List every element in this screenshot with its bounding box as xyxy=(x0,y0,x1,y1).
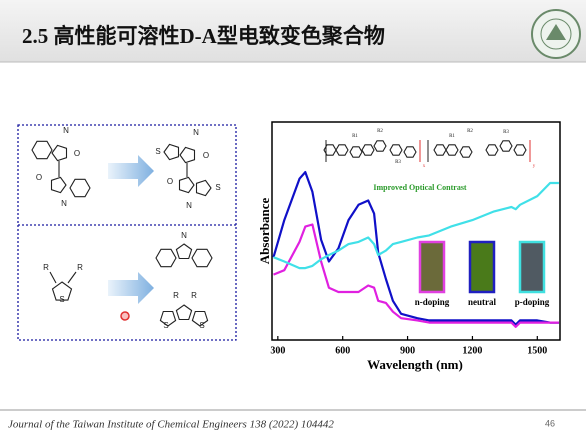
atom-label: O xyxy=(203,151,209,160)
logo xyxy=(531,9,581,59)
atom-label: N xyxy=(181,231,187,240)
atom-label: S xyxy=(163,321,168,330)
atom-label: R xyxy=(43,263,49,272)
ring xyxy=(179,146,196,164)
atom-label: S xyxy=(215,183,220,192)
film-inset xyxy=(518,240,546,294)
series-line xyxy=(272,171,559,326)
inset-label: n-doping xyxy=(415,297,450,307)
cursor-dot xyxy=(120,311,130,321)
x-axis-label: Wavelength (nm) xyxy=(367,357,463,372)
y-axis-label: Absorbance xyxy=(257,198,272,265)
ring xyxy=(349,146,363,158)
ring xyxy=(155,248,177,268)
header-band xyxy=(0,0,586,62)
atom-label: N xyxy=(193,128,199,137)
page-number: 46 xyxy=(545,418,555,428)
bracket xyxy=(325,140,531,162)
ring xyxy=(178,176,195,194)
ring xyxy=(163,143,180,161)
ring xyxy=(175,243,193,260)
x-tick-label: 300 xyxy=(270,345,285,356)
annotation: Improved Optical Contrast xyxy=(373,183,467,192)
film-inset xyxy=(468,240,496,294)
inset-label: neutral xyxy=(468,297,496,307)
ring xyxy=(459,146,473,158)
x-tick-label: 600 xyxy=(335,345,350,356)
film-inset xyxy=(418,240,446,294)
atom-label: R xyxy=(173,291,179,300)
ring xyxy=(51,144,68,162)
ring xyxy=(335,144,349,156)
arrow xyxy=(108,272,154,304)
ring xyxy=(403,146,417,158)
ring xyxy=(69,178,91,198)
atom-label: R xyxy=(77,263,83,272)
reaction-box xyxy=(17,124,237,341)
ring xyxy=(195,179,212,197)
ring xyxy=(499,140,513,152)
ring xyxy=(445,144,459,156)
atom-label: N xyxy=(186,201,192,210)
x-tick-label: 900 xyxy=(400,345,415,356)
bond xyxy=(49,271,57,284)
atom-label: S xyxy=(59,295,64,304)
ring xyxy=(361,144,375,156)
plot-frame xyxy=(271,121,561,341)
polymer-label: y xyxy=(533,164,536,169)
ring xyxy=(191,248,213,268)
x-tick-label: 1200 xyxy=(462,345,482,356)
atom-label: R xyxy=(191,291,197,300)
ring xyxy=(175,304,193,321)
footer: Journal of the Taiwan Institute of Chemi… xyxy=(8,419,334,431)
atom-label: O xyxy=(167,177,173,186)
ring xyxy=(51,281,73,301)
ring xyxy=(485,144,499,156)
bond xyxy=(67,271,77,284)
polymer-label: x xyxy=(423,164,426,169)
atom-label: O xyxy=(36,173,42,182)
ring xyxy=(433,144,447,156)
atom-label: O xyxy=(74,149,80,158)
ring xyxy=(50,176,67,194)
polymer-label: R3 xyxy=(503,130,509,135)
ring xyxy=(373,140,387,152)
ring xyxy=(191,310,209,327)
inset-label: p-doping xyxy=(515,297,550,307)
bracket xyxy=(419,140,531,162)
polymer-label: R3 xyxy=(395,160,401,165)
atom-label: N xyxy=(61,199,67,208)
ring xyxy=(323,144,337,156)
ring xyxy=(31,140,53,160)
series-line xyxy=(273,181,559,270)
atom-label: S xyxy=(155,147,160,156)
slide-title: 2.5 高性能可溶性D-A型电致变色聚合物 xyxy=(22,24,385,48)
arrow xyxy=(108,155,154,187)
polymer-label: R1 xyxy=(449,134,455,139)
polymer-label: R2 xyxy=(467,129,473,134)
ring xyxy=(389,144,403,156)
ring xyxy=(513,144,527,156)
atom-label: S xyxy=(199,321,204,330)
ring xyxy=(159,310,177,327)
x-tick-label: 1500 xyxy=(527,345,547,356)
atom-label: N xyxy=(63,126,69,135)
polymer-label: R2 xyxy=(377,129,383,134)
series-line xyxy=(273,223,559,328)
polymer-label: R1 xyxy=(352,134,358,139)
